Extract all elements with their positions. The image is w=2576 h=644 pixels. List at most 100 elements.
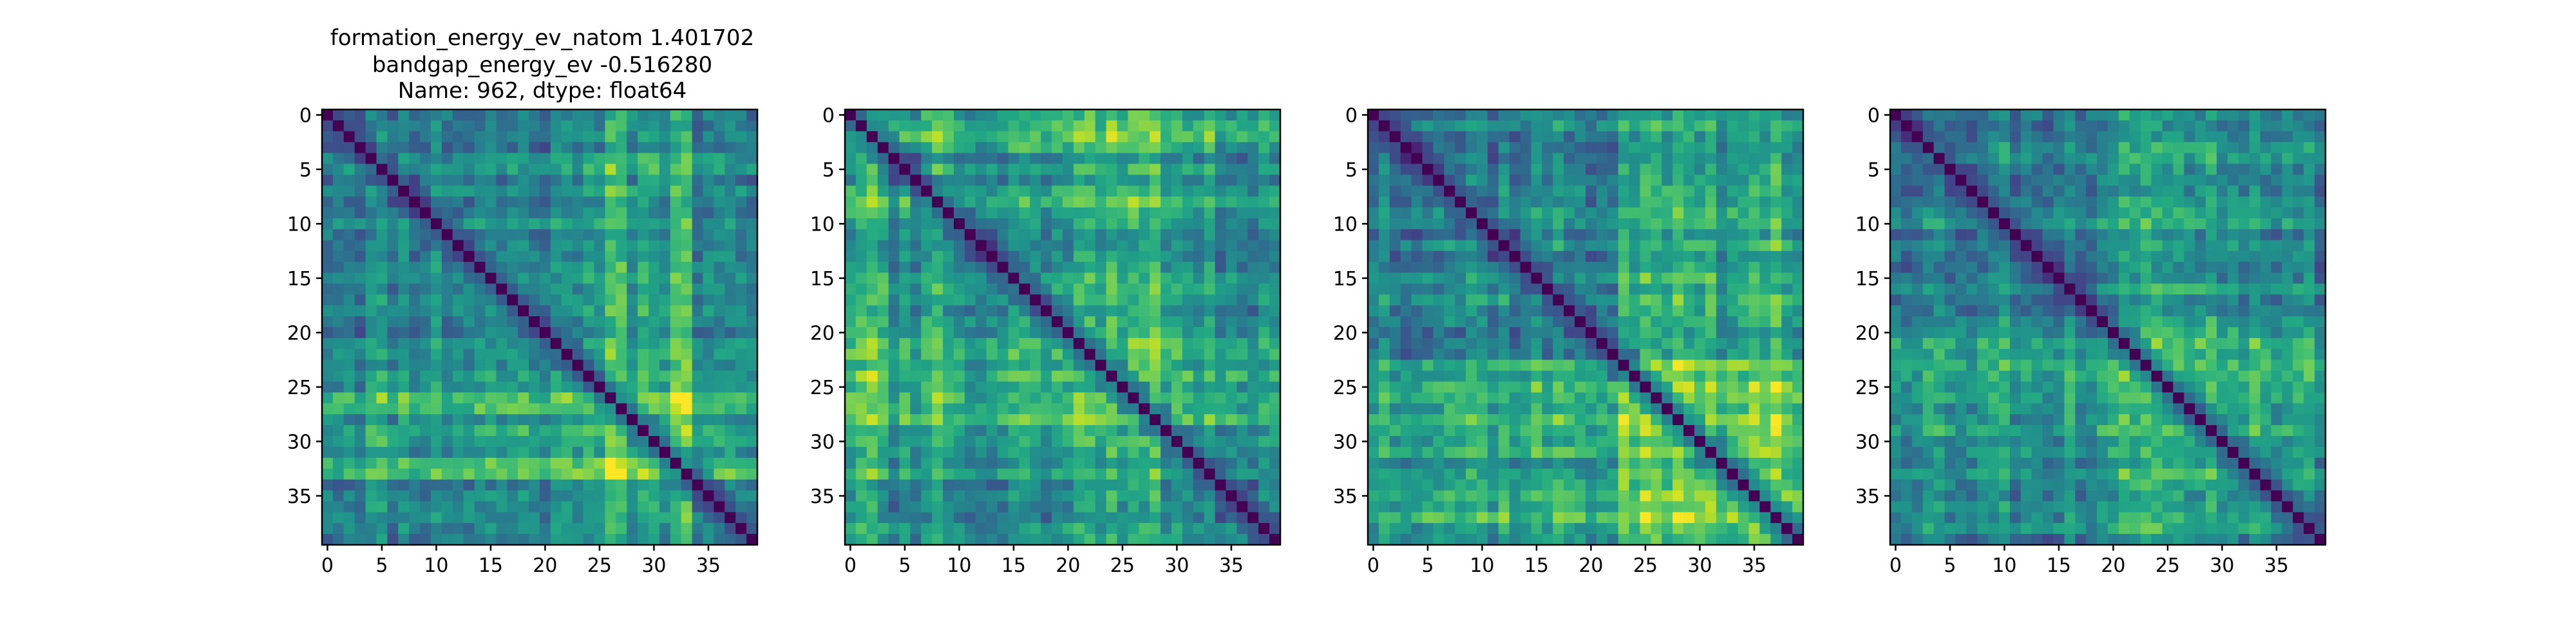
heatmap-cell: [1586, 316, 1597, 328]
heatmap-cell: [1498, 446, 1510, 459]
heatmap-cell: [1095, 109, 1107, 121]
heatmap-cell: [954, 131, 965, 143]
heatmap-cell: [409, 359, 421, 372]
heatmap-cell: [485, 370, 497, 383]
heatmap-cell: [1738, 468, 1750, 480]
heatmap-cell: [507, 109, 518, 121]
heatmap-cell: [1269, 414, 1281, 426]
heatmap-cell: [463, 327, 475, 339]
heatmap-cell: [1509, 501, 1521, 513]
heatmap-cell: [431, 523, 442, 535]
heatmap-cell: [485, 207, 497, 219]
heatmap-cell: [1759, 109, 1771, 121]
heatmap-cell: [354, 142, 366, 154]
heatmap-cell: [572, 261, 584, 274]
heatmap-cell: [1182, 468, 1194, 480]
heatmap-cell: [1596, 283, 1608, 295]
heatmap-cell: [1095, 414, 1107, 426]
heatmap-cell: [1683, 490, 1695, 502]
heatmap-cell: [354, 272, 366, 284]
heatmap-cell: [845, 381, 857, 393]
x-tick-label: 35: [1742, 554, 1766, 577]
heatmap-cell: [932, 501, 943, 513]
heatmap-cell: [649, 414, 660, 426]
heatmap-cell: [1651, 153, 1662, 165]
heatmap-cell: [1498, 251, 1510, 263]
heatmap-cell: [703, 414, 714, 426]
heatmap-cell: [1008, 501, 1019, 513]
heatmap-cell: [605, 229, 616, 241]
heatmap-cell: [1553, 436, 1564, 448]
heatmap-cell: [877, 175, 889, 186]
heatmap-cell: [1128, 370, 1139, 383]
heatmap-cell: [649, 142, 660, 154]
heatmap-cell: [409, 131, 421, 143]
heatmap-cell: [845, 392, 857, 404]
heatmap-cell: [724, 261, 736, 274]
heatmap-cell: [627, 425, 638, 437]
heatmap-cell: [638, 337, 649, 350]
heatmap-cell: [1770, 370, 1782, 383]
heatmap-cell: [572, 425, 584, 437]
heatmap-cell: [1041, 512, 1052, 524]
heatmap-cell: [387, 501, 399, 513]
heatmap-cell: [1640, 196, 1651, 208]
heatmap-cell: [594, 523, 605, 535]
heatmap-cell: [986, 229, 998, 241]
heatmap-cell: [343, 261, 355, 274]
heatmap-cell: [1662, 175, 1673, 186]
heatmap-cell: [659, 164, 671, 175]
heatmap-cell: [649, 272, 660, 284]
heatmap-cell: [1422, 381, 1434, 393]
heatmap-cell: [1477, 468, 1488, 480]
heatmap-cell: [1498, 359, 1510, 372]
heatmap-cell: [855, 196, 867, 208]
x-tick-label: 30: [641, 554, 666, 577]
heatmap-cell: [518, 457, 529, 469]
heatmap-cell: [1117, 175, 1128, 186]
heatmap-cell: [354, 305, 366, 317]
heatmap-cell: [1052, 348, 1063, 361]
heatmap-cell: [1073, 436, 1085, 448]
heatmap-cell: [507, 468, 518, 480]
heatmap-cell: [670, 490, 682, 502]
heatmap-cell: [1204, 164, 1216, 175]
heatmap-cell: [954, 229, 965, 241]
heatmap-cell: [1128, 403, 1139, 415]
heatmap-cell: [714, 272, 725, 284]
heatmap-cell: [735, 359, 747, 372]
heatmap-cell: [1378, 251, 1390, 263]
heatmap-cell: [964, 468, 976, 480]
heatmap-cell: [1651, 229, 1662, 241]
heatmap-cell: [1748, 131, 1760, 143]
heatmap-cell: [1041, 305, 1052, 317]
heatmap-cell: [431, 240, 442, 252]
heatmap-cell: [997, 294, 1009, 306]
heatmap-cell: [1520, 142, 1532, 154]
heatmap-cell: [649, 403, 660, 415]
heatmap-cell: [1629, 414, 1641, 426]
heatmap-cell: [474, 501, 486, 513]
heatmap-cell: [1411, 251, 1423, 263]
heatmap-cell: [866, 490, 878, 502]
heatmap-cell: [2162, 120, 2174, 132]
heatmap-cell: [2249, 109, 2261, 121]
heatmap-cell: [1247, 153, 1259, 165]
heatmap-cell: [463, 414, 475, 426]
heatmap-cell: [616, 251, 627, 263]
heatmap-cell: [1662, 240, 1673, 252]
heatmap-cell: [877, 337, 889, 350]
heatmap-cell: [1182, 109, 1194, 121]
heatmap-cell: [1247, 468, 1259, 480]
heatmap-cell: [1683, 501, 1695, 513]
heatmap-cell: [1139, 337, 1150, 350]
heatmap-cell: [1705, 436, 1717, 448]
heatmap-cell: [1150, 175, 1161, 186]
heatmap-cell: [1389, 164, 1401, 175]
heatmap-cell: [387, 109, 399, 121]
heatmap-cell: [1052, 512, 1063, 524]
heatmap-cell: [1716, 120, 1728, 132]
heatmap-cell: [1683, 185, 1695, 197]
heatmap-cell: [387, 229, 399, 241]
heatmap-cell: [681, 457, 693, 469]
